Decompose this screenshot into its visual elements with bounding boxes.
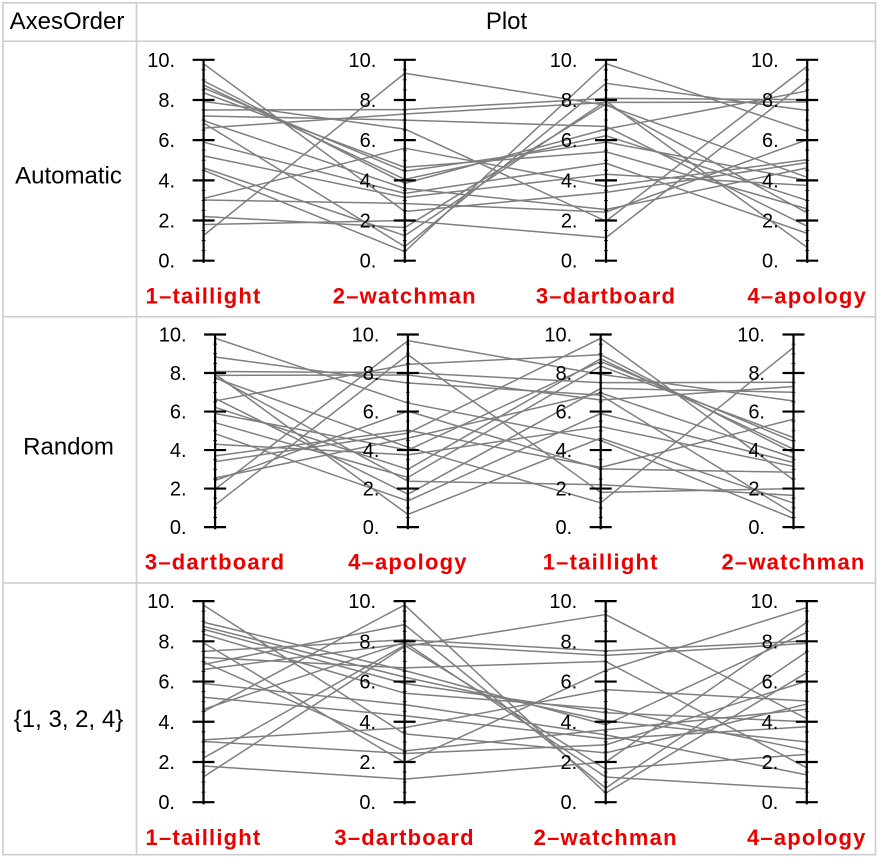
svg-text:6.: 6. [556, 402, 573, 424]
svg-text:4.: 4. [556, 440, 573, 462]
svg-text:8.: 8. [561, 631, 578, 653]
svg-text:4.: 4. [762, 712, 779, 734]
svg-text:6.: 6. [748, 402, 765, 424]
svg-text:4.: 4. [363, 440, 380, 462]
svg-text:2.: 2. [359, 752, 376, 774]
svg-text:10.: 10. [352, 325, 380, 347]
svg-text:6.: 6. [359, 672, 376, 694]
svg-text:10.: 10. [348, 591, 376, 613]
svg-text:2–watchman: 2–watchman [534, 825, 678, 850]
svg-text:10.: 10. [147, 591, 175, 613]
svg-text:4.: 4. [359, 712, 376, 734]
svg-text:10.: 10. [549, 591, 577, 613]
svg-text:Plot: Plot [486, 8, 528, 35]
svg-text:8.: 8. [748, 363, 765, 385]
svg-text:0.: 0. [359, 792, 376, 814]
svg-text:8.: 8. [359, 631, 376, 653]
svg-text:0.: 0. [748, 517, 765, 539]
svg-text:4.: 4. [561, 170, 578, 192]
svg-text:4.: 4. [360, 170, 377, 192]
svg-text:6.: 6. [158, 130, 175, 152]
svg-text:10.: 10. [550, 50, 578, 72]
svg-text:2–watchman: 2–watchman [333, 284, 477, 309]
svg-text:3–dartboard: 3–dartboard [536, 284, 676, 309]
svg-text:10.: 10. [750, 591, 778, 613]
svg-text:2.: 2. [158, 211, 175, 233]
svg-text:4–apology: 4–apology [348, 549, 468, 574]
svg-text:2.: 2. [762, 752, 779, 774]
svg-text:10.: 10. [737, 325, 765, 347]
svg-text:8.: 8. [360, 90, 377, 112]
svg-text:10.: 10. [544, 325, 572, 347]
svg-text:8.: 8. [158, 631, 175, 653]
svg-text:8.: 8. [561, 90, 578, 112]
svg-text:{1, 3, 2, 4}: {1, 3, 2, 4} [14, 706, 123, 733]
svg-text:2.: 2. [561, 211, 578, 233]
svg-text:10.: 10. [348, 50, 376, 72]
svg-text:2.: 2. [170, 479, 187, 501]
svg-text:2.: 2. [158, 752, 175, 774]
svg-text:6.: 6. [762, 130, 779, 152]
svg-text:4.: 4. [762, 170, 779, 192]
svg-text:Random: Random [23, 434, 114, 461]
svg-text:3–dartboard: 3–dartboard [145, 549, 285, 574]
svg-text:2.: 2. [556, 479, 573, 501]
svg-text:1–taillight: 1–taillight [146, 825, 262, 850]
svg-text:2.: 2. [561, 752, 578, 774]
svg-text:4.: 4. [561, 712, 578, 734]
svg-text:3–dartboard: 3–dartboard [334, 825, 474, 850]
svg-text:4.: 4. [748, 440, 765, 462]
svg-text:8.: 8. [363, 363, 380, 385]
svg-text:4.: 4. [170, 440, 187, 462]
svg-text:10.: 10. [147, 50, 175, 72]
svg-text:0.: 0. [158, 251, 175, 273]
svg-text:2–watchman: 2–watchman [721, 549, 865, 574]
svg-text:2.: 2. [360, 211, 377, 233]
svg-text:0.: 0. [360, 251, 377, 273]
svg-text:6.: 6. [158, 672, 175, 694]
svg-text:0.: 0. [170, 517, 187, 539]
svg-text:0.: 0. [556, 517, 573, 539]
svg-text:8.: 8. [170, 363, 187, 385]
svg-text:8.: 8. [158, 90, 175, 112]
svg-text:0.: 0. [762, 792, 779, 814]
svg-text:AxesOrder: AxesOrder [10, 8, 125, 35]
svg-text:6.: 6. [360, 130, 377, 152]
svg-text:4.: 4. [158, 712, 175, 734]
svg-text:8.: 8. [556, 363, 573, 385]
svg-text:6.: 6. [762, 672, 779, 694]
svg-text:10.: 10. [751, 50, 779, 72]
svg-text:10.: 10. [159, 325, 187, 347]
svg-text:6.: 6. [363, 402, 380, 424]
svg-text:0.: 0. [158, 792, 175, 814]
svg-text:0.: 0. [762, 251, 779, 273]
svg-text:8.: 8. [762, 631, 779, 653]
svg-text:2.: 2. [762, 211, 779, 233]
svg-text:0.: 0. [561, 792, 578, 814]
svg-text:2.: 2. [748, 479, 765, 501]
svg-text:Automatic: Automatic [15, 163, 122, 190]
svg-text:6.: 6. [170, 402, 187, 424]
svg-text:1–taillight: 1–taillight [146, 284, 262, 309]
svg-text:6.: 6. [561, 672, 578, 694]
svg-text:0.: 0. [561, 251, 578, 273]
svg-text:4–apology: 4–apology [747, 825, 867, 850]
svg-text:0.: 0. [363, 517, 380, 539]
svg-text:4.: 4. [158, 170, 175, 192]
svg-text:4–apology: 4–apology [747, 284, 867, 309]
svg-text:8.: 8. [762, 90, 779, 112]
svg-text:2.: 2. [363, 479, 380, 501]
svg-text:6.: 6. [561, 130, 578, 152]
svg-text:1–taillight: 1–taillight [543, 549, 659, 574]
